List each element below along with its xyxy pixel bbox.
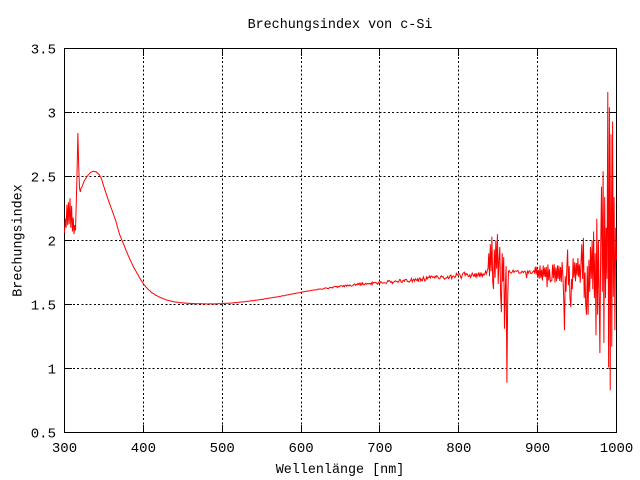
- svg-text:Brechungsindex von c-Si: Brechungsindex von c-Si: [248, 18, 433, 33]
- svg-text:3.5: 3.5: [31, 42, 56, 58]
- svg-text:700: 700: [367, 441, 392, 457]
- svg-text:2: 2: [48, 234, 56, 250]
- svg-text:400: 400: [131, 441, 156, 457]
- svg-text:3: 3: [48, 106, 56, 122]
- svg-text:1000: 1000: [600, 441, 634, 457]
- svg-text:0.5: 0.5: [31, 426, 56, 442]
- svg-text:900: 900: [525, 441, 550, 457]
- svg-text:1.5: 1.5: [31, 298, 56, 314]
- svg-text:600: 600: [288, 441, 313, 457]
- svg-text:1: 1: [48, 362, 56, 378]
- svg-text:300: 300: [52, 441, 77, 457]
- svg-text:800: 800: [446, 441, 471, 457]
- svg-text:Brechungsindex: Brechungsindex: [12, 184, 27, 297]
- svg-text:Wellenlänge [nm]: Wellenlänge [nm]: [276, 463, 405, 478]
- svg-text:500: 500: [210, 441, 235, 457]
- svg-text:2.5: 2.5: [31, 170, 56, 186]
